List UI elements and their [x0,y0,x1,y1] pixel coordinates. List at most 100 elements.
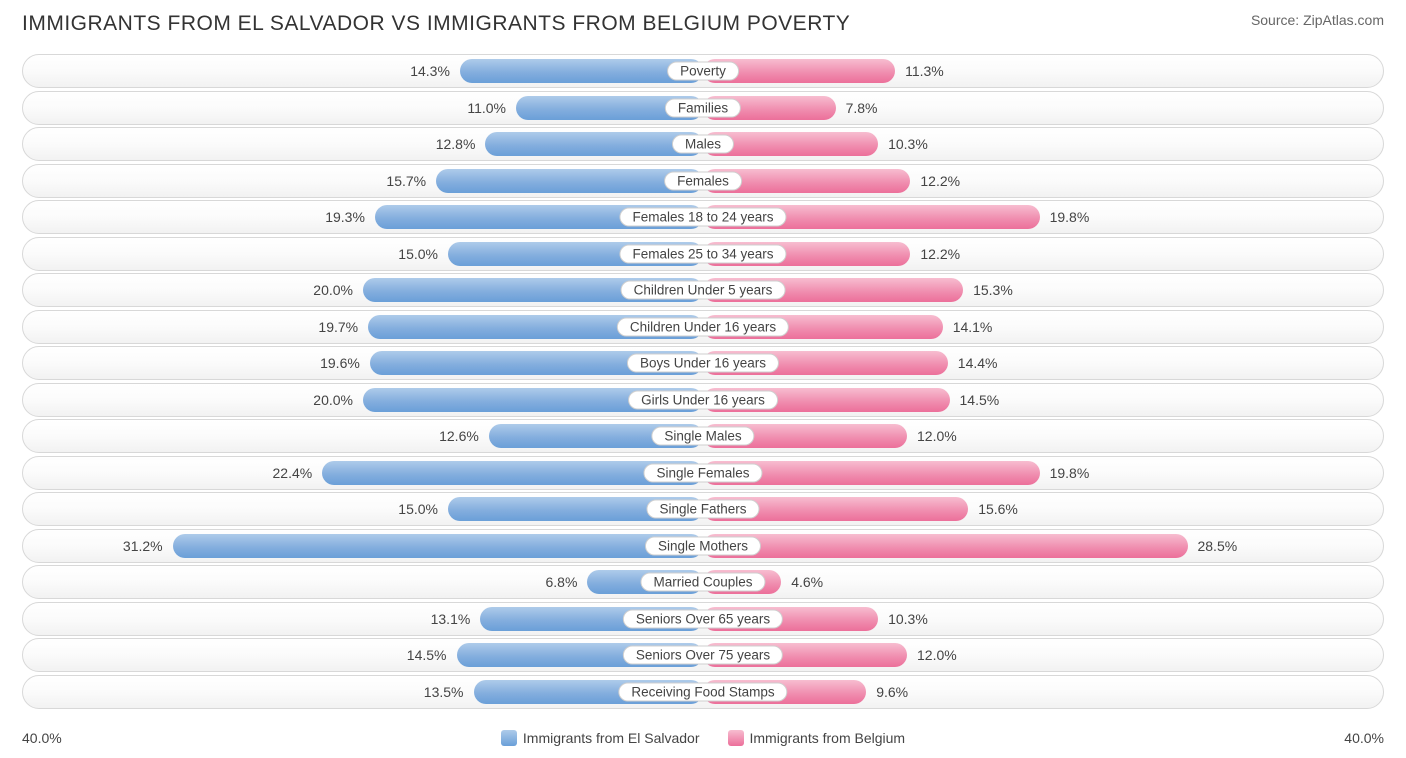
value-label-right: 10.3% [888,607,928,631]
chart-row: 13.5% 9.6% Receiving Food Stamps [22,675,1384,709]
category-label: Single Fathers [646,500,759,519]
category-label: Seniors Over 75 years [623,646,783,665]
category-label: Married Couples [640,573,765,592]
value-label-left: 15.0% [398,497,438,521]
value-label-right: 12.0% [917,643,957,667]
value-label-left: 12.8% [436,132,476,156]
bar-wrap-right: 4.6% [703,570,1383,594]
category-label: Children Under 16 years [617,317,789,336]
value-label-left: 31.2% [123,534,163,558]
chart-row: 14.3% 11.3% Poverty [22,54,1384,88]
chart-row: 22.4% 19.8% Single Females [22,456,1384,490]
chart-row: 20.0% 15.3% Children Under 5 years [22,273,1384,307]
chart-title: IMMIGRANTS FROM EL SALVADOR VS IMMIGRANT… [22,12,850,36]
category-label: Children Under 5 years [621,281,786,300]
bar-wrap-left: 14.5% [23,643,703,667]
bar-wrap-right: 7.8% [703,96,1383,120]
bar-wrap-right: 15.3% [703,278,1383,302]
bar-wrap-left: 14.3% [23,59,703,83]
category-label: Single Mothers [645,536,761,555]
legend-swatch-icon [501,730,517,746]
bar-wrap-left: 13.5% [23,680,703,704]
category-label: Females 25 to 34 years [619,244,786,263]
value-label-right: 10.3% [888,132,928,156]
bar-wrap-left: 31.2% [23,534,703,558]
bar-wrap-left: 19.7% [23,315,703,339]
axis-right-max-label: 40.0% [1344,730,1384,746]
bar-wrap-right: 12.0% [703,424,1383,448]
legend-swatch-icon [728,730,744,746]
chart-row: 19.6% 14.4% Boys Under 16 years [22,346,1384,380]
value-label-left: 14.3% [410,59,450,83]
legend-item-series-0: Immigrants from El Salvador [501,730,700,746]
bar-wrap-left: 11.0% [23,96,703,120]
bar-wrap-right: 28.5% [703,534,1383,558]
value-label-left: 19.7% [318,315,358,339]
value-label-right: 9.6% [876,680,908,704]
chart-legend: Immigrants from El Salvador Immigrants f… [501,730,905,746]
bar-wrap-left: 15.7% [23,169,703,193]
value-label-right: 19.8% [1050,205,1090,229]
chart-row: 14.5% 12.0% Seniors Over 75 years [22,638,1384,672]
category-label: Males [672,135,734,154]
bar-wrap-left: 12.8% [23,132,703,156]
value-label-left: 22.4% [273,461,313,485]
bar-wrap-left: 20.0% [23,388,703,412]
chart-footer: 40.0% Immigrants from El Salvador Immigr… [22,730,1384,746]
value-label-right: 14.1% [953,315,993,339]
value-label-right: 14.4% [958,351,998,375]
category-label: Poverty [667,62,739,81]
legend-item-series-1: Immigrants from Belgium [728,730,906,746]
value-label-right: 7.8% [846,96,878,120]
bar-left [485,132,703,156]
bar-wrap-left: 22.4% [23,461,703,485]
value-label-right: 4.6% [791,570,823,594]
bar-wrap-left: 15.0% [23,497,703,521]
value-label-right: 15.3% [973,278,1013,302]
value-label-left: 15.7% [386,169,426,193]
chart-row: 19.7% 14.1% Children Under 16 years [22,310,1384,344]
bar-wrap-right: 11.3% [703,59,1383,83]
value-label-left: 11.0% [467,96,506,120]
bar-wrap-right: 14.4% [703,351,1383,375]
bar-wrap-left: 13.1% [23,607,703,631]
chart-row: 20.0% 14.5% Girls Under 16 years [22,383,1384,417]
chart-row: 13.1%10.3%Seniors Over 65 years [22,602,1384,636]
bar-left [173,534,703,558]
bar-wrap-right: 19.8% [703,205,1383,229]
axis-left-max-label: 40.0% [22,730,62,746]
category-label: Females [664,171,742,190]
category-label: Boys Under 16 years [627,354,779,373]
chart-row: 11.0%7.8%Families [22,91,1384,125]
chart-row: 6.8%4.6%Married Couples [22,565,1384,599]
bar-wrap-right: 12.2% [703,169,1383,193]
chart-row: 12.6%12.0%Single Males [22,419,1384,453]
value-label-right: 12.2% [920,169,960,193]
chart-header: IMMIGRANTS FROM EL SALVADOR VS IMMIGRANT… [0,0,1406,44]
bar-left [436,169,703,193]
value-label-right: 19.8% [1050,461,1090,485]
value-label-left: 20.0% [313,388,353,412]
bar-right [703,534,1188,558]
value-label-left: 20.0% [313,278,353,302]
value-label-right: 28.5% [1197,534,1237,558]
bar-wrap-left: 19.6% [23,351,703,375]
value-label-left: 15.0% [398,242,438,266]
bar-wrap-right: 15.6% [703,497,1383,521]
value-label-right: 14.5% [960,388,1000,412]
value-label-left: 13.5% [424,680,464,704]
value-label-left: 13.1% [431,607,471,631]
value-label-right: 11.3% [905,59,944,83]
category-label: Girls Under 16 years [628,390,778,409]
category-label: Single Females [643,463,762,482]
category-label: Receiving Food Stamps [618,682,787,701]
value-label-right: 15.6% [978,497,1018,521]
bar-wrap-right: 19.8% [703,461,1383,485]
bar-wrap-right: 10.3% [703,132,1383,156]
bar-wrap-left: 19.3% [23,205,703,229]
bar-wrap-right: 9.6% [703,680,1383,704]
value-label-left: 14.5% [407,643,447,667]
chart-row: 15.0% 15.6% Single Fathers [22,492,1384,526]
chart-area: 14.3%11.3%Poverty11.0%7.8%Families12.8%1… [22,54,1384,712]
chart-row: 31.2% 28.5% Single Mothers [22,529,1384,563]
